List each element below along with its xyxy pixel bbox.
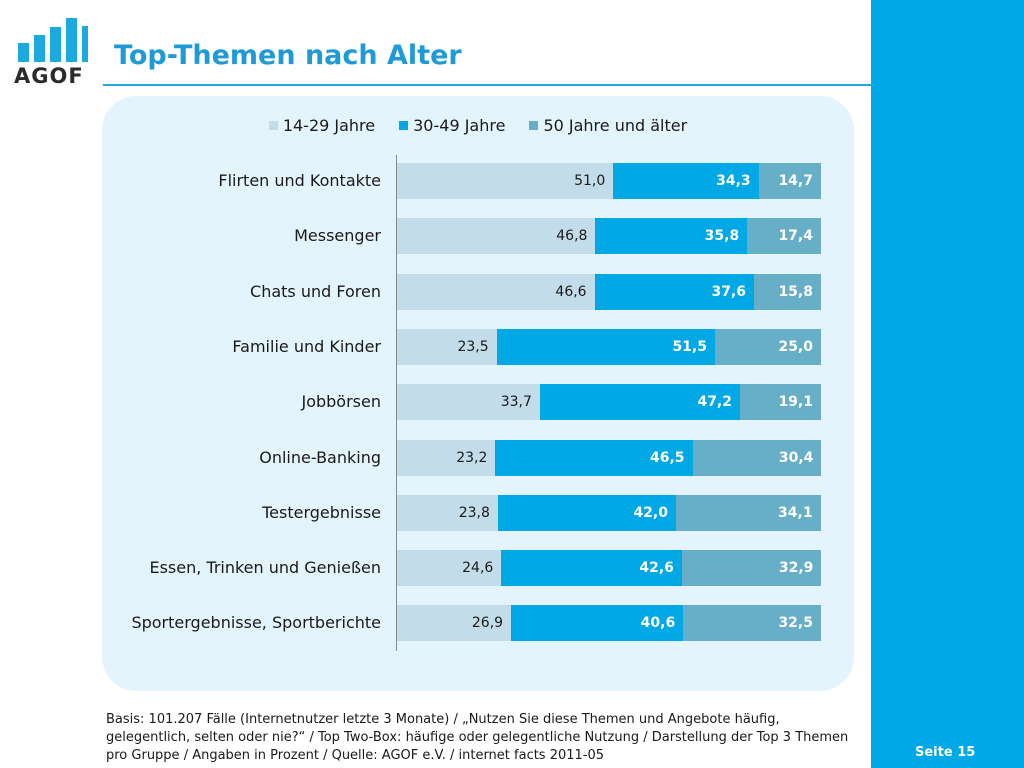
bar-50-plus: 32,9: [681, 550, 822, 586]
bar-50-plus: 30,4: [692, 440, 822, 476]
category-label: Online-Banking: [259, 448, 381, 467]
category-label: Messenger: [294, 226, 381, 245]
legend-label-14-29: 14-29 Jahre: [282, 115, 376, 135]
category-label: Chats und Foren: [250, 282, 381, 301]
bar-50-plus: 15,8: [754, 274, 821, 310]
bar-stack: 23,8 42,0 34,1: [397, 495, 821, 531]
bar-row: Sportergebnisse, Sportberichte 26,9 40,6 32…: [104, 605, 824, 641]
bar-14-29: 23,2: [397, 440, 496, 476]
legend-item-14-29: 14-29 Jahre: [268, 115, 376, 135]
bar-stack: 23,2 46,5 30,4: [397, 440, 822, 476]
bar-50-plus: 34,1: [675, 495, 821, 531]
category-label: Familie und Kinder: [232, 337, 381, 356]
bar-row: Jobbörsen 33,7 47,2 19,1: [104, 384, 824, 420]
category-label: Sportergebnisse, Sportberichte: [131, 613, 381, 632]
bar-14-29: 46,8: [397, 218, 596, 254]
bar-14-29: 51,0: [397, 163, 614, 199]
bar-stack: 46,6 37,6 15,8: [397, 274, 821, 310]
bar-14-29: 23,8: [397, 495, 498, 531]
bar-stack: 46,8 35,8 17,4: [397, 218, 821, 254]
bar-30-49: 40,6: [511, 605, 684, 641]
page-title: Top-Themen nach Alter: [114, 40, 462, 71]
category-label: Jobbörsen: [301, 392, 381, 411]
bar-stack: 24,6 42,6 32,9: [397, 550, 822, 586]
footnote: Basis: 101.207 Fälle (Internetnutzer let…: [106, 712, 849, 763]
bar-row: Testergebnisse 23,8 42,0 34,1: [104, 495, 824, 531]
legend-label-50-plus: 50 Jahre und älter: [543, 115, 688, 135]
legend-label-30-49: 30-49 Jahre: [413, 115, 506, 135]
category-label: Essen, Trinken und Genießen: [149, 558, 381, 577]
category-label: Flirten und Kontakte: [218, 171, 381, 190]
bar-50-plus: 14,7: [758, 163, 821, 199]
legend-item-30-49: 30-49 Jahre: [399, 116, 505, 135]
category-axis-line: [396, 155, 397, 651]
agof-logo: AGOF: [14, 18, 90, 90]
logo-bars-icon: [16, 18, 88, 62]
bar-14-29: 24,6: [397, 550, 502, 586]
legend-swatch-14-29: [268, 120, 278, 130]
chart-legend: 14-29 Jahre 30-49 Jahre 50 Jahre und ält…: [102, 113, 854, 137]
title-divider: [103, 84, 871, 86]
bar-50-plus: 25,0: [715, 329, 821, 365]
bar-stack: 26,9 40,6 32,5: [397, 605, 821, 641]
bar-30-49: 47,2: [539, 384, 740, 420]
bar-row: Familie und Kinder 23,5 51,5 25,0: [104, 329, 824, 365]
bar-50-plus: 17,4: [747, 218, 821, 254]
bar-14-29: 33,7: [397, 384, 540, 420]
bar-stack: 51,0 34,3 14,7: [397, 163, 821, 199]
bar-14-29: 46,6: [397, 274, 595, 310]
bar-stack: 33,7 47,2 19,1: [397, 384, 821, 420]
legend-swatch-50-plus: [529, 120, 539, 130]
bar-row: Flirten und Kontakte 51,0 34,3 14,7: [104, 163, 824, 199]
bar-30-49: 42,6: [501, 550, 682, 586]
bar-row: Online-Banking 23,2 46,5 30,4: [104, 440, 824, 476]
bar-30-49: 46,5: [495, 440, 693, 476]
bar-30-49: 34,3: [613, 163, 759, 199]
bar-50-plus: 19,1: [740, 384, 821, 420]
page-number: Seite 15: [915, 745, 976, 760]
bar-14-29: 26,9: [397, 605, 512, 641]
category-label: Testergebnisse: [262, 503, 381, 522]
bar-14-29: 23,5: [397, 329, 497, 365]
bar-stack: 23,5 51,5 25,0: [397, 329, 821, 365]
bar-row: Chats und Foren 46,6 37,6 15,8: [104, 274, 824, 310]
legend-swatch-30-49: [399, 120, 409, 130]
logo-text: AGOF: [14, 64, 84, 88]
bar-50-plus: 32,5: [683, 605, 821, 641]
right-accent-bar: [871, 0, 1024, 768]
bar-30-49: 35,8: [595, 218, 748, 254]
bar-30-49: 42,0: [497, 495, 676, 531]
legend-item-50-plus: 50 Jahre und älter: [529, 116, 687, 135]
bar-row: Essen, Trinken und Genießen 24,6 42,6 32,9: [104, 550, 824, 586]
bar-30-49: 51,5: [496, 329, 715, 365]
bar-30-49: 37,6: [594, 274, 754, 310]
bar-row: Messenger 46,8 35,8 17,4: [104, 218, 824, 254]
